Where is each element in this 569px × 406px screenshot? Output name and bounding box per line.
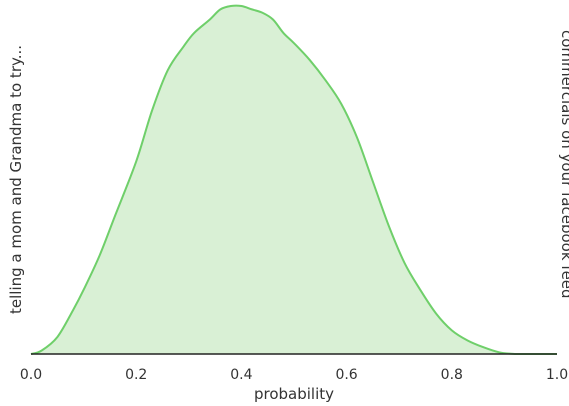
x-tick-label: 0.6 — [335, 367, 357, 383]
x-tick-label: 0.0 — [20, 367, 42, 383]
x-tick-label: 0.8 — [441, 367, 463, 383]
density-line — [30, 4, 557, 356]
y-axis-label-right: commercials on your facebook feed — [558, 30, 569, 299]
x-tick-label: 1.0 — [546, 367, 568, 383]
x-axis-label: probability — [254, 385, 334, 403]
y-axis-label-left: telling a mom and Grandma to try... — [7, 45, 25, 314]
x-tick-label: 0.2 — [125, 367, 147, 383]
plot-area — [30, 4, 557, 356]
x-axis-ticks: 0.0 0.2 0.4 0.6 0.8 1.0 — [20, 367, 568, 383]
density-area — [31, 5, 557, 355]
x-tick-label: 0.4 — [230, 367, 252, 383]
